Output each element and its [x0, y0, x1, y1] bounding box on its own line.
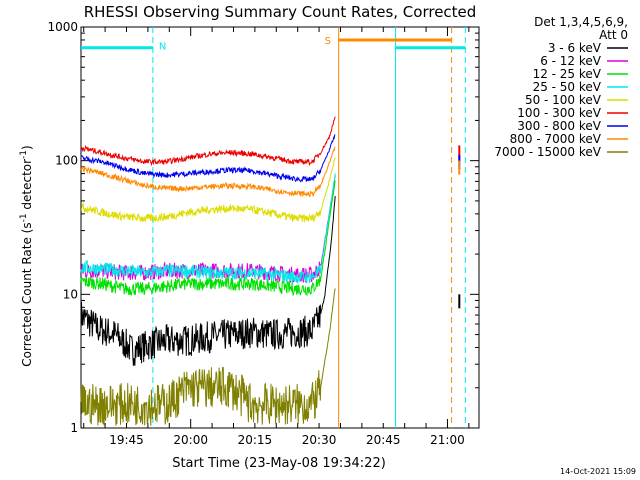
y-tick-label: 1000: [47, 20, 78, 34]
y-tick-label: 10: [63, 287, 78, 301]
x-tick-label: 20:00: [173, 433, 208, 447]
generated-date: 14-Oct-2021 15:09: [560, 467, 636, 476]
legend-label: 25 - 50 keV: [533, 80, 602, 94]
series-line: [80, 146, 336, 198]
night-bar-label: N: [159, 42, 166, 53]
plot-frame: [80, 26, 480, 429]
legend-label: 800 - 7000 keV: [510, 132, 602, 146]
y-axis-label-sup1: -1: [19, 213, 29, 222]
y-axis-label-main: Corrected Count Rate (s: [20, 222, 34, 366]
series-line: [80, 180, 336, 297]
series-line: [80, 288, 336, 426]
y-tick-label: 1: [70, 421, 78, 435]
x-tick-label: 19:45: [109, 433, 144, 447]
legend-label: 100 - 300 keV: [517, 106, 601, 120]
series-line: [80, 134, 336, 183]
legend-label: 12 - 25 keV: [533, 67, 602, 81]
x-tick-label: 20:45: [366, 433, 401, 447]
legend-label: 300 - 800 keV: [517, 119, 601, 133]
saa-bar-label: S: [325, 36, 331, 47]
y-tick-label: 100: [55, 154, 78, 168]
y-axis-label: Corrected Count Rate (s-1 detector-1): [19, 145, 34, 366]
legend-header-1: Det 1,3,4,5,6,9,: [534, 15, 628, 29]
series-line: [80, 175, 336, 284]
chart-title: RHESSI Observing Summary Count Rates, Co…: [84, 3, 477, 21]
series-line: [80, 157, 336, 223]
series-line: [80, 173, 336, 284]
y-axis-label-sup2: -1: [19, 150, 29, 159]
legend-label: 6 - 12 keV: [540, 54, 602, 68]
x-axis-label: Start Time (23-May-08 19:34:22): [172, 456, 386, 471]
x-tick-label: 20:30: [302, 433, 337, 447]
series-line: [80, 116, 336, 167]
svg-text:Corrected Count Rate (s-1 dete: Corrected Count Rate (s-1 detector-1): [19, 145, 34, 366]
x-tick-label: 21:00: [430, 433, 465, 447]
series-line: [80, 196, 336, 366]
y-axis-label-mid: detector: [20, 159, 34, 214]
legend-label: 7000 - 15000 keV: [494, 145, 601, 159]
x-tick-label: 20:15: [238, 433, 273, 447]
legend-header-2: Att 0: [599, 28, 628, 42]
legend-label: 3 - 6 keV: [548, 41, 602, 55]
y-axis-label-end: ): [20, 145, 34, 150]
legend-label: 50 - 100 keV: [525, 93, 602, 107]
